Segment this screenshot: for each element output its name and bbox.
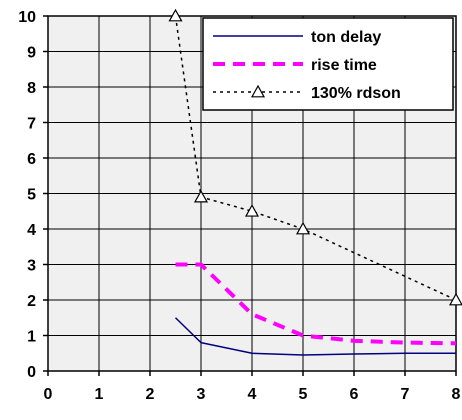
y-tick-label: 3 [27, 258, 36, 275]
y-tick-label: 5 [27, 187, 36, 204]
y-axis: 0 1 2 3 4 5 6 7 8 9 10 [18, 9, 48, 381]
x-tick-label: 5 [299, 386, 308, 403]
legend-label: rise time [311, 57, 377, 74]
y-tick-label: 8 [27, 80, 36, 97]
y-tick-label: 7 [27, 116, 36, 133]
legend-label: 130% rdson [311, 85, 401, 102]
x-tick-label: 1 [95, 386, 104, 403]
y-tick-label: 4 [27, 222, 36, 239]
x-axis: 0 1 2 3 4 5 6 7 8 [44, 371, 461, 403]
y-tick-label: 0 [27, 364, 36, 381]
x-tick-label: 8 [452, 386, 461, 403]
y-tick-label: 1 [27, 329, 36, 346]
y-tick-label: 6 [27, 151, 36, 168]
x-tick-label: 4 [248, 386, 257, 403]
x-tick-label: 7 [401, 386, 410, 403]
x-tick-label: 3 [197, 386, 206, 403]
x-tick-label: 2 [146, 386, 155, 403]
y-tick-label: 9 [27, 45, 36, 62]
x-tick-label: 0 [44, 386, 53, 403]
y-tick-label: 2 [27, 293, 36, 310]
legend-label: ton delay [311, 29, 381, 46]
legend: ton delay rise time 130% rdson [203, 18, 453, 110]
y-tick-label: 10 [18, 9, 36, 26]
x-tick-label: 6 [350, 386, 359, 403]
